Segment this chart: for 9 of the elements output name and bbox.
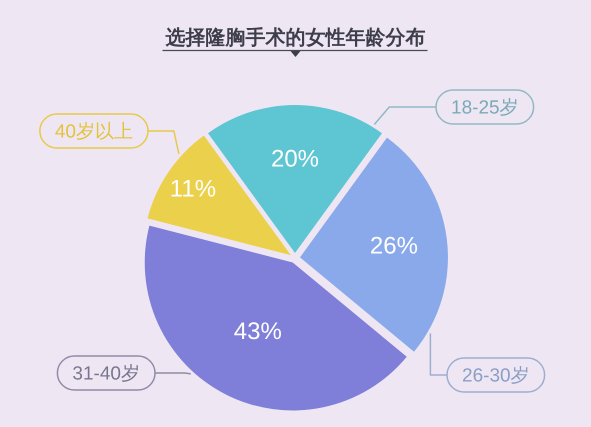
slice-label: 26-30岁	[462, 366, 530, 386]
slice-label: 40岁以上	[54, 122, 133, 142]
slice-label: 31-40岁	[72, 364, 140, 384]
data-label: 11%	[170, 176, 216, 203]
slice-label: 18-25岁	[451, 98, 519, 118]
data-label: 20%	[270, 145, 320, 172]
data-label: 26%	[370, 232, 418, 260]
data-label: 43%	[234, 318, 282, 346]
chart-title: 选择隆胸手术的女性年龄分布	[164, 26, 426, 49]
